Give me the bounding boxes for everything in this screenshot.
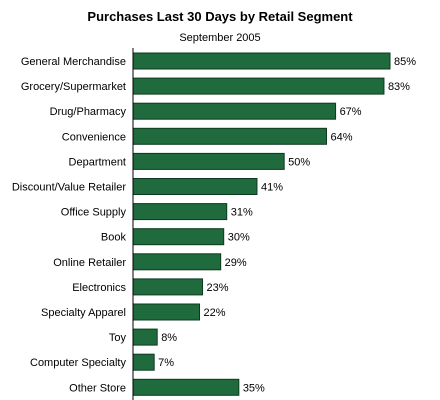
category-label: Office Supply [61,207,127,219]
bar [132,378,240,396]
value-label: 29% [225,257,247,269]
category-label: Electronics [72,282,126,294]
bar [132,152,285,170]
category-label: Toy [109,332,127,344]
value-label: 22% [204,307,226,319]
category-label: Book [101,232,127,244]
category-label: Discount/Value Retailer [12,182,126,194]
bar [132,77,385,95]
value-label: 8% [161,332,177,344]
bar [132,328,158,346]
category-label: Department [69,156,126,168]
category-label: Convenience [62,131,126,143]
bar [132,278,204,296]
value-label: 64% [331,131,353,143]
category-label: General Merchandise [21,56,126,68]
bar [132,102,337,120]
category-label: Drug/Pharmacy [50,106,127,118]
bar [132,303,201,321]
value-label: 67% [340,106,362,118]
bar [132,127,328,145]
chart-subtitle: September 2005 [179,32,261,44]
value-label: 23% [207,282,229,294]
bar [132,178,258,195]
category-label: Specialty Apparel [41,307,126,319]
value-label: 31% [231,207,253,219]
value-label: 7% [158,357,174,369]
value-label: 41% [261,182,283,194]
category-label: Grocery/Supermarket [21,81,126,93]
value-label: 50% [288,156,310,168]
bar [132,353,155,371]
value-label: 83% [388,81,410,93]
bar [132,203,228,221]
bars-group: General Merchandise 85% Grocery/Supermarke… [12,52,416,396]
bar [132,52,391,70]
bar [132,228,225,246]
value-label: 35% [243,382,265,394]
category-label: Online Retailer [53,257,126,269]
value-label: 85% [394,56,416,68]
chart-title: Purchases Last 30 Days by Retail Segment [87,9,353,24]
category-label: Computer Specialty [30,357,126,369]
bar [132,253,222,271]
category-label: Other Store [69,382,126,394]
value-label: 30% [228,232,250,244]
